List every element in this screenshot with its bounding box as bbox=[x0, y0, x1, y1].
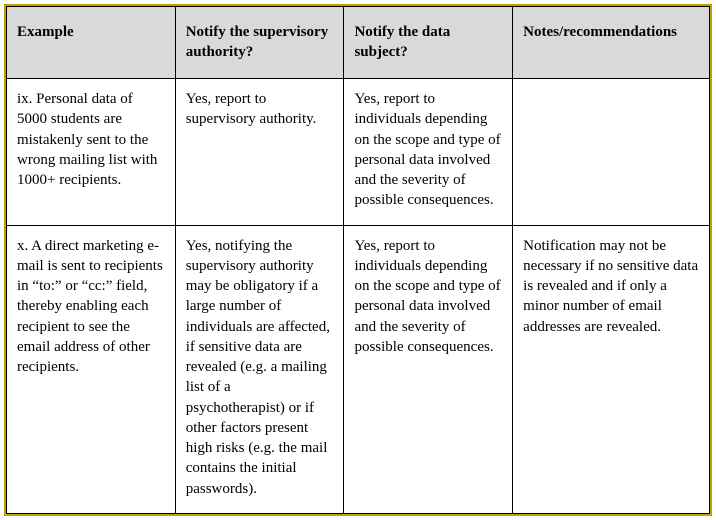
cell-subject: Yes, report to individuals depending on … bbox=[344, 79, 513, 226]
cell-notes: Notification may not be necessary if no … bbox=[513, 225, 710, 513]
cell-supervisory: Yes, notifying the supervisory authority… bbox=[175, 225, 344, 513]
table-row: x. A direct marketing e-mail is sent to … bbox=[7, 225, 710, 513]
table-header: Example Notify the supervisory authority… bbox=[7, 7, 710, 79]
table-header-row: Example Notify the supervisory authority… bbox=[7, 7, 710, 79]
cell-subject: Yes, report to individuals depending on … bbox=[344, 225, 513, 513]
cell-example: x. A direct marketing e-mail is sent to … bbox=[7, 225, 176, 513]
data-breach-table: Example Notify the supervisory authority… bbox=[6, 6, 710, 514]
table-body: ix. Personal data of 5000 students are m… bbox=[7, 79, 710, 514]
col-header-example: Example bbox=[7, 7, 176, 79]
table-row: ix. Personal data of 5000 students are m… bbox=[7, 79, 710, 226]
cell-notes bbox=[513, 79, 710, 226]
col-header-notes: Notes/recommendations bbox=[513, 7, 710, 79]
col-header-subject: Notify the data subject? bbox=[344, 7, 513, 79]
col-header-supervisory: Notify the supervisory authority? bbox=[175, 7, 344, 79]
cell-example: ix. Personal data of 5000 students are m… bbox=[7, 79, 176, 226]
cell-supervisory: Yes, report to supervisory authority. bbox=[175, 79, 344, 226]
data-breach-table-wrapper: Example Notify the supervisory authority… bbox=[4, 4, 712, 516]
